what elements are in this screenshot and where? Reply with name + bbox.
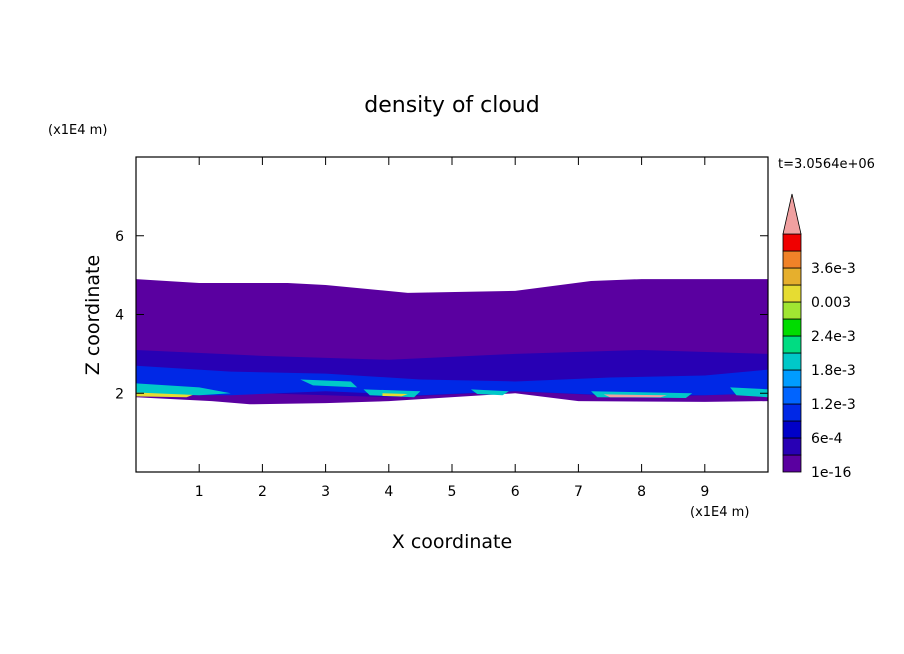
contour-region (470, 389, 509, 396)
x-tick-label: 8 (637, 484, 646, 500)
x-tick-label: 2 (258, 484, 267, 500)
colorbar-box (782, 403, 802, 422)
colorbar-label: 0.003 (811, 295, 851, 311)
colorbar-box (782, 386, 802, 405)
colorbar-label: 6e-4 (811, 431, 843, 447)
colorbar-box (782, 250, 802, 269)
annotation: t=3.0564e+06 (778, 157, 875, 172)
colorbar-box (782, 267, 802, 286)
contour-region (382, 393, 408, 397)
x-tick-label: 1 (195, 484, 204, 500)
contour-region (136, 392, 193, 398)
colorbar-box (782, 420, 802, 439)
x-unit: (x1E4 m) (690, 505, 749, 520)
contour-region (730, 387, 768, 398)
chart-title: density of cloud (364, 93, 539, 118)
y-tick-label: 6 (115, 229, 124, 245)
colorbar-box (782, 284, 802, 303)
y-unit: (x1E4 m) (48, 123, 107, 138)
colorbar-box (782, 454, 802, 473)
colorbar-box (782, 301, 802, 320)
contour-region (300, 379, 358, 388)
contour-region (603, 394, 667, 398)
y-tick-label: 4 (115, 308, 124, 324)
contour-region (363, 389, 421, 398)
y-tick-label: 2 (115, 386, 124, 402)
colorbar-box (782, 437, 802, 456)
x-tick-label: 6 (511, 484, 520, 500)
colorbar-box (782, 369, 802, 388)
x-tick-label: 3 (321, 484, 330, 500)
x-tick-label: 7 (574, 484, 583, 500)
contour-region (136, 383, 231, 396)
y-axis-label: Z coordinate (82, 255, 104, 375)
colorbar-label: 2.4e-3 (811, 329, 856, 345)
x-axis-label: X coordinate (392, 531, 512, 553)
contour-region (136, 365, 768, 396)
colorbar-arrow (782, 193, 802, 235)
colorbar-label: 1.2e-3 (811, 397, 856, 413)
x-tick-label: 4 (384, 484, 393, 500)
colorbar-box (782, 335, 802, 354)
colorbar-label: 1e-16 (811, 465, 851, 481)
colorbar-box (782, 233, 802, 252)
colorbar-box (782, 352, 802, 371)
colorbar-box (782, 318, 802, 337)
colorbar-label: 3.6e-3 (811, 261, 856, 277)
x-tick-label: 9 (700, 484, 709, 500)
colorbar-label: 1.8e-3 (811, 363, 856, 379)
x-tick-label: 5 (448, 484, 457, 500)
